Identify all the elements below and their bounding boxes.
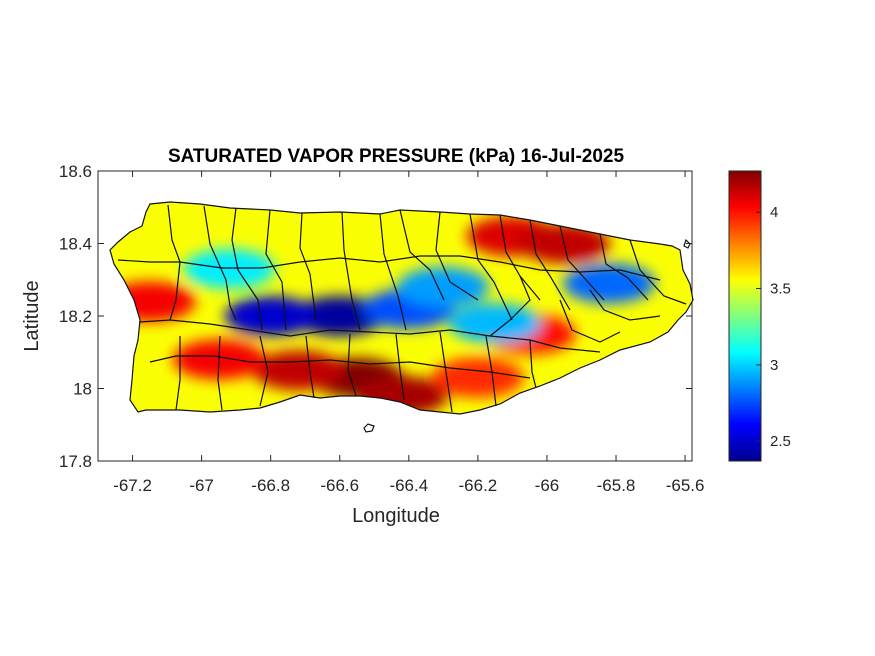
municipality-border xyxy=(231,207,263,331)
municipality-border xyxy=(435,211,479,301)
municipality-border xyxy=(469,213,513,321)
municipality-border xyxy=(599,233,649,301)
municipality-border xyxy=(399,209,445,301)
y-tick-label: 18.2 xyxy=(59,307,92,326)
islet xyxy=(363,423,375,433)
municipality-borders xyxy=(109,201,694,433)
colorbar-tick-label: 2.5 xyxy=(770,433,791,450)
municipality-border xyxy=(489,275,531,337)
x-tick-label: -66.2 xyxy=(459,476,498,495)
field-low-blob xyxy=(293,296,386,336)
field-high-blob xyxy=(431,357,524,398)
municipality-border xyxy=(589,289,661,321)
municipality-border xyxy=(395,333,405,401)
municipality-border xyxy=(265,209,287,331)
municipality-border xyxy=(485,335,497,407)
x-tick-label: -65.6 xyxy=(666,476,705,495)
municipality-border xyxy=(305,335,315,399)
x-tick-label: -66.8 xyxy=(251,476,290,495)
x-tick-label: -67 xyxy=(189,476,214,495)
field-low-blob xyxy=(224,296,317,336)
y-axis-label: Latitude xyxy=(21,280,43,351)
municipality-border xyxy=(117,255,661,281)
colorbar-tick-label: 3.5 xyxy=(770,281,791,298)
municipality-border xyxy=(629,239,687,305)
field-low-blob xyxy=(183,248,276,289)
field-low-blob xyxy=(397,267,490,307)
field-high-blob xyxy=(252,350,345,391)
colorbar-ticks: 4 3.5 3 2.5 xyxy=(756,204,791,450)
municipality-border xyxy=(559,299,621,343)
municipality-border xyxy=(559,225,605,301)
y-tick-label: 18.4 xyxy=(59,235,92,254)
colorbar-tick-label: 4 xyxy=(770,204,778,221)
municipality-border xyxy=(259,335,269,407)
x-axis-label: Longitude xyxy=(352,505,440,527)
x-tick-label: -65.8 xyxy=(597,476,636,495)
y-tick-label: 18.6 xyxy=(59,162,92,181)
municipality-border xyxy=(529,339,537,389)
chart-title: SATURATED VAPOR PRESSURE (kPa) 16-Jul-20… xyxy=(168,146,625,167)
x-tick-label: -66 xyxy=(535,476,560,495)
field-low-blob xyxy=(449,303,542,344)
y-axis: 18.6 18.4 18.2 18 17.8 xyxy=(59,162,692,471)
colorbar-tick-label: 3 xyxy=(770,357,778,374)
municipality-border xyxy=(341,211,361,331)
municipality-border xyxy=(175,336,181,411)
x-tick-label: -66.6 xyxy=(320,476,359,495)
x-tick-label: -66.4 xyxy=(389,476,428,495)
municipality-border xyxy=(217,335,223,411)
x-tick-label: -67.2 xyxy=(113,476,152,495)
colorbar: 4 3.5 3 2.5 xyxy=(728,170,791,462)
municipality-border xyxy=(439,331,453,413)
municipality-border xyxy=(529,219,571,311)
islet xyxy=(683,238,691,249)
municipality-border xyxy=(149,355,531,379)
y-tick-label: 18 xyxy=(73,380,92,399)
x-axis: -67.2 -67 -66.8 -66.6 -66.4 -66.2 -66 -65.8 -65.… xyxy=(113,171,704,495)
y-tick-label: 17.8 xyxy=(59,452,92,471)
municipality-border xyxy=(379,213,407,331)
colorbar-scale xyxy=(728,170,762,462)
municipality-border xyxy=(347,333,357,397)
municipality-border xyxy=(203,205,237,321)
